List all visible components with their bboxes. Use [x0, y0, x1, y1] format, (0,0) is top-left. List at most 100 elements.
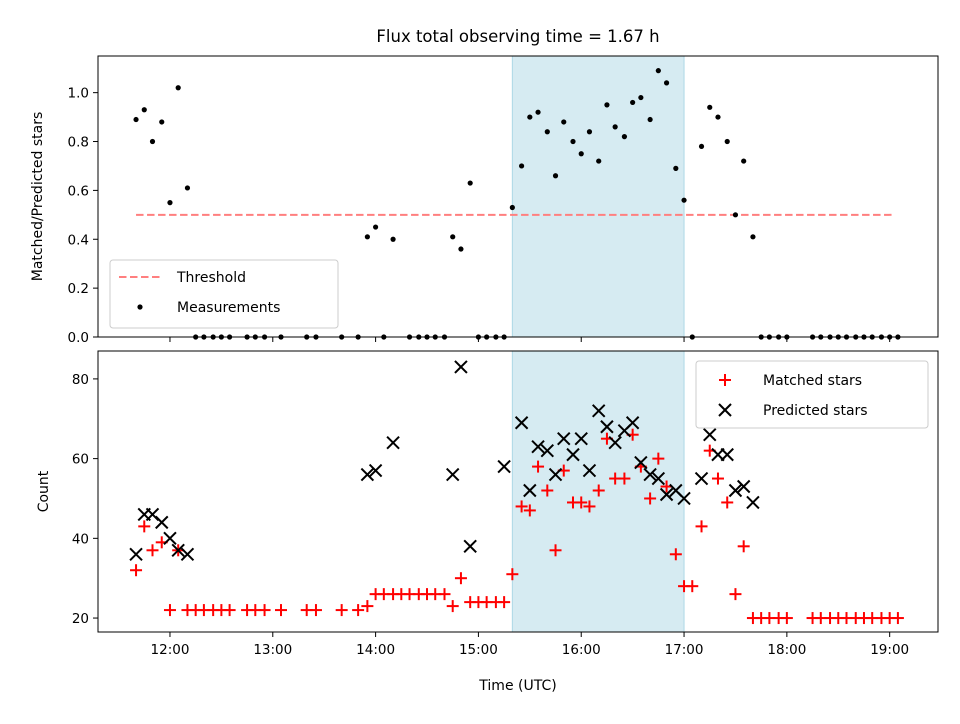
- measurement-point: [707, 104, 713, 110]
- matched-stars-point: [644, 492, 657, 505]
- x-axis-label: Time (UTC): [478, 678, 556, 694]
- predicted-stars-point: [463, 539, 477, 554]
- matched-stars-point: [523, 504, 536, 517]
- matched-stars-point: [686, 580, 699, 593]
- measurement-point: [630, 99, 636, 106]
- ratio-y-tick-label: 0.4: [68, 232, 89, 248]
- predicted-stars-point: [625, 416, 640, 430]
- count-marks: [129, 360, 904, 625]
- matched-stars-point: [438, 588, 451, 601]
- measurement-point: [732, 212, 739, 218]
- predicted-stars-point: [557, 431, 571, 446]
- matched-legend-swatch: [719, 374, 731, 386]
- measurement-point: [741, 158, 747, 164]
- count-y-tick-label: 40: [72, 531, 89, 547]
- ratio-y-tick-label: 0.6: [68, 183, 89, 199]
- measurement-point: [175, 85, 181, 91]
- predicted-stars-point: [446, 467, 460, 482]
- measurement-point: [544, 129, 550, 135]
- count-x-tick-label: 14:00: [356, 642, 395, 658]
- chart-title: Flux total observing time = 1.67 h: [376, 27, 659, 46]
- matched-stars-point: [163, 604, 176, 617]
- ratio-legend-box: [109, 259, 339, 329]
- predicted-stars-point: [600, 420, 614, 434]
- predicted-stars-point: [720, 447, 734, 462]
- predicted-stars-point: [592, 404, 606, 418]
- measurement-point: [390, 236, 396, 242]
- predicted-stars-point: [129, 547, 143, 561]
- count-x-ticks: 12:00 13:00 14:00 15:00 16:00 17:00 18:00 19:00: [151, 632, 909, 658]
- matched-stars-point: [575, 496, 588, 509]
- matched-stars-point: [652, 452, 665, 465]
- count-x-tick-label: 12:00: [151, 642, 190, 658]
- matched-stars-point: [335, 604, 348, 617]
- ratio-y-tick-label: 1.0: [68, 86, 89, 102]
- measurement-point: [159, 119, 165, 125]
- measurement-point: [715, 114, 721, 120]
- measurement-point: [724, 138, 730, 145]
- ratio-y-tick-label: 0.2: [68, 281, 89, 297]
- measurement-point: [570, 138, 576, 145]
- count-legend: Matched stars Predicted stars: [695, 360, 929, 429]
- measurement-point: [604, 102, 610, 108]
- matched-stars-point: [361, 600, 374, 613]
- predicted-stars-point: [360, 467, 375, 482]
- measurements-legend-label: Measurements: [177, 300, 280, 316]
- matched-stars-point: [695, 520, 708, 533]
- predicted-stars-point: [566, 447, 580, 462]
- measurement-point: [373, 224, 379, 230]
- predicted-stars-point: [171, 543, 185, 557]
- measurement-point: [518, 163, 525, 169]
- ratio-y-axis-label: Matched/Predicted stars: [30, 112, 46, 282]
- predicted-stars-point: [180, 547, 195, 561]
- predicted-stars-point: [736, 479, 751, 494]
- measurement-point: [184, 185, 191, 191]
- matched-legend-label: Matched stars: [763, 373, 862, 389]
- predicted-stars-point: [514, 416, 529, 430]
- measurement-point: [149, 138, 156, 145]
- measurement-point: [167, 200, 173, 206]
- predicted-legend-swatch: [718, 403, 732, 417]
- count-y-axis-label: Count: [36, 470, 52, 512]
- count-y-ticks: 20 40 60 80: [72, 372, 98, 627]
- measurement-point: [509, 204, 515, 211]
- measurement-point: [561, 119, 567, 125]
- matched-stars-point: [506, 568, 519, 581]
- predicted-stars-point: [608, 435, 622, 450]
- measurement-point: [621, 134, 628, 140]
- measurement-point: [133, 116, 139, 123]
- count-legend-box: [695, 360, 929, 429]
- measurement-point: [586, 129, 593, 135]
- predicted-stars-point: [651, 471, 666, 486]
- matched-stars-point: [309, 604, 322, 617]
- measurement-point: [655, 68, 661, 74]
- matched-stars-point: [737, 540, 750, 553]
- matched-stars-point: [258, 604, 271, 617]
- count-x-tick-label: 18:00: [767, 642, 806, 658]
- measurement-point: [535, 109, 541, 115]
- predicted-legend-label: Predicted stars: [763, 403, 868, 419]
- matched-stars-point: [583, 500, 596, 513]
- matched-stars-point: [352, 604, 365, 617]
- predicted-stars-point: [155, 515, 169, 530]
- measurement-point: [647, 116, 653, 123]
- matched-stars-point: [130, 564, 143, 577]
- measurement-point: [673, 165, 679, 171]
- predicted-stars-point: [659, 487, 674, 502]
- count-x-tick-label: 19:00: [870, 642, 909, 658]
- ratio-y-ticks: 0.0 0.2 0.4 0.6 0.8 1.0: [68, 86, 98, 346]
- predicted-stars-point: [634, 455, 648, 470]
- ratio-x-ticks: [169, 337, 891, 342]
- count-x-tick-label: 17:00: [665, 642, 704, 658]
- ratio-axes-frame: [97, 55, 939, 338]
- matched-stars-point: [146, 544, 159, 557]
- measurement-point: [638, 94, 644, 101]
- count-y-tick-label: 20: [72, 611, 89, 627]
- matched-stars-point: [729, 588, 742, 601]
- predicted-stars-point: [677, 491, 691, 506]
- predicted-stars-point: [540, 443, 555, 458]
- matched-stars-point: [515, 500, 528, 513]
- measurement-point: [450, 234, 456, 240]
- matched-stars-point: [541, 484, 554, 497]
